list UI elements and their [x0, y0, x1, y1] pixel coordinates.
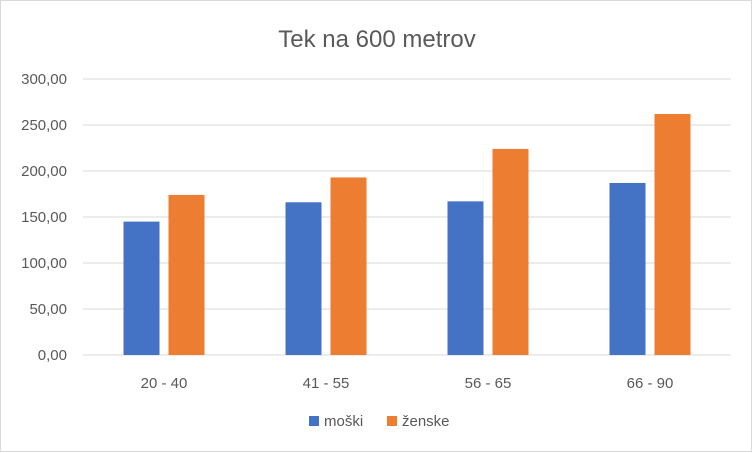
- legend-swatch: [309, 416, 319, 426]
- bar-series-2: [654, 113, 691, 356]
- x-axis-ticks: 20 - 40 41 - 55 56 - 65 66 - 90: [141, 375, 674, 392]
- x-tick-label: 66 - 90: [627, 375, 674, 392]
- bar-series-1: [609, 182, 646, 355]
- chart-title: Tek na 600 metrov: [278, 26, 475, 53]
- bars: [123, 113, 691, 356]
- y-tick-label: 300,00: [21, 71, 67, 88]
- x-tick-label: 56 - 65: [465, 375, 512, 392]
- legend-label: moški: [324, 413, 363, 430]
- y-tick-label: 50,00: [29, 301, 67, 318]
- bar-series-2: [330, 177, 367, 355]
- legend: moški ženske: [309, 413, 450, 430]
- bar-series-1: [123, 221, 160, 355]
- y-tick-label: 0,00: [38, 347, 67, 364]
- legend-label: ženske: [402, 413, 450, 430]
- bar-series-1: [285, 202, 322, 355]
- y-tick-label: 250,00: [21, 117, 67, 134]
- y-axis-ticks: 0,00 50,00 100,00 150,00 200,00 250,00 300,00: [21, 71, 67, 364]
- x-tick-label: 20 - 40: [141, 375, 188, 392]
- bar-series-2: [168, 194, 205, 355]
- y-tick-label: 150,00: [21, 209, 67, 226]
- x-tick-label: 41 - 55: [303, 375, 350, 392]
- bar-series-2: [492, 148, 529, 355]
- legend-swatch: [387, 416, 397, 426]
- y-tick-label: 100,00: [21, 255, 67, 272]
- y-tick-label: 200,00: [21, 163, 67, 180]
- bar-series-1: [447, 201, 484, 355]
